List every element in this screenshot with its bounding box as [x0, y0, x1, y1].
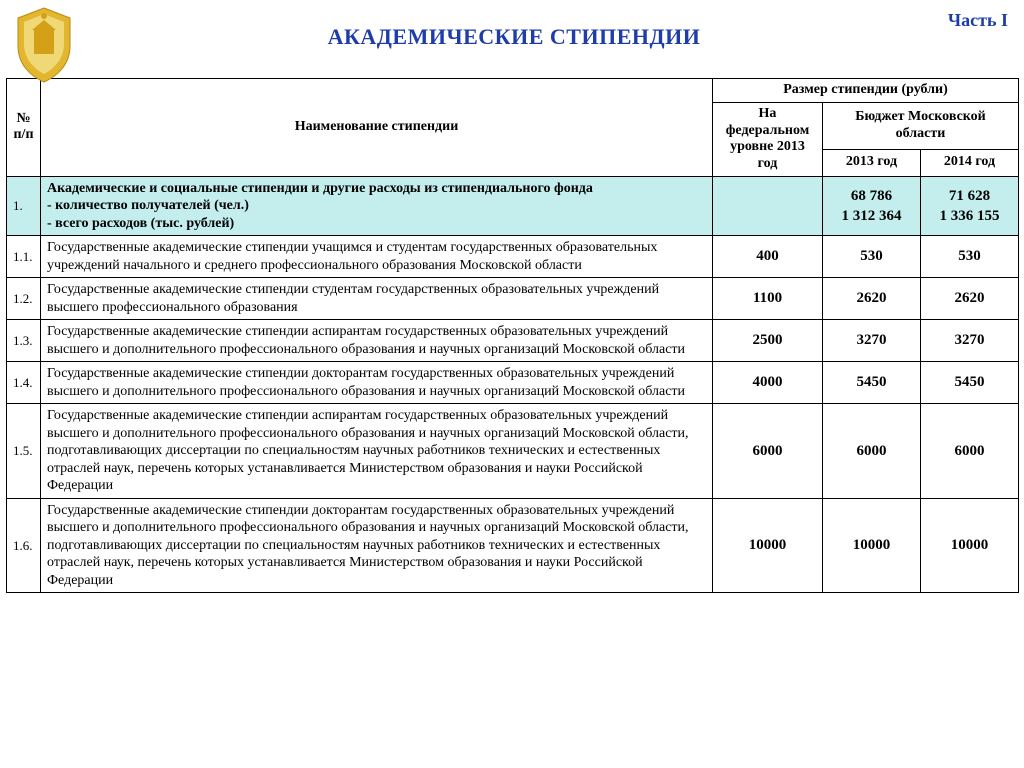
row-number: 1.5. [7, 404, 41, 499]
row-y2014: 10000 [921, 498, 1019, 593]
col-header-2014: 2014 год [921, 149, 1019, 176]
row-name: Академические и социальные стипендии и д… [41, 176, 713, 236]
table-row: 1.6.Государственные академические стипен… [7, 498, 1019, 593]
row-y2014: 2620 [921, 278, 1019, 320]
part-label: Часть I [948, 10, 1024, 31]
row-federal: 1100 [713, 278, 823, 320]
row-number: 1.2. [7, 278, 41, 320]
row-federal [713, 176, 823, 236]
row-number: 1.3. [7, 320, 41, 362]
row-y2014: 530 [921, 236, 1019, 278]
row-name: Государственные академические стипендии … [41, 320, 713, 362]
row-y2013: 2620 [823, 278, 921, 320]
row-federal: 400 [713, 236, 823, 278]
row-y2014: 5450 [921, 362, 1019, 404]
row-federal: 2500 [713, 320, 823, 362]
table-row: 1.1.Государственные академические стипен… [7, 236, 1019, 278]
row-number: 1.4. [7, 362, 41, 404]
col-header-2013: 2013 год [823, 149, 921, 176]
row-y2013: 3270 [823, 320, 921, 362]
row-number: 1.1. [7, 236, 41, 278]
row-name: Государственные академические стипендии … [41, 236, 713, 278]
table-row: 1.3.Государственные академические стипен… [7, 320, 1019, 362]
row-y2013: 5450 [823, 362, 921, 404]
row-federal: 4000 [713, 362, 823, 404]
row-number: 1.6. [7, 498, 41, 593]
col-header-federal: На федеральном уровне 2013 год [713, 102, 823, 176]
page-title: АКАДЕМИЧЕСКИЕ СТИПЕНДИИ [0, 24, 948, 50]
row-y2014: 71 6281 336 155 [921, 176, 1019, 236]
row-y2013: 10000 [823, 498, 921, 593]
row-name: Государственные академические стипендии … [41, 404, 713, 499]
row-number: 1. [7, 176, 41, 236]
row-federal: 6000 [713, 404, 823, 499]
emblem-icon [12, 6, 76, 84]
table-row: 1.Академические и социальные стипендии и… [7, 176, 1019, 236]
table-row: 1.4.Государственные академические стипен… [7, 362, 1019, 404]
col-header-num: № п/п [7, 79, 41, 177]
row-federal: 10000 [713, 498, 823, 593]
row-y2013: 6000 [823, 404, 921, 499]
row-name: Государственные академические стипендии … [41, 498, 713, 593]
table-row: 1.2.Государственные академические стипен… [7, 278, 1019, 320]
row-name: Государственные академические стипендии … [41, 362, 713, 404]
col-header-name: Наименование стипендии [41, 79, 713, 177]
col-header-size-group: Размер стипендии (рубли) [713, 79, 1019, 103]
col-header-region-group: Бюджет Московской области [823, 102, 1019, 149]
row-y2013: 530 [823, 236, 921, 278]
row-y2014: 3270 [921, 320, 1019, 362]
table-row: 1.5.Государственные академические стипен… [7, 404, 1019, 499]
row-name: Государственные академические стипендии … [41, 278, 713, 320]
row-y2014: 6000 [921, 404, 1019, 499]
page-header: АКАДЕМИЧЕСКИЕ СТИПЕНДИИ Часть I [0, 0, 1024, 60]
stipend-table: № п/п Наименование стипендии Размер стип… [6, 78, 1019, 593]
row-y2013: 68 7861 312 364 [823, 176, 921, 236]
